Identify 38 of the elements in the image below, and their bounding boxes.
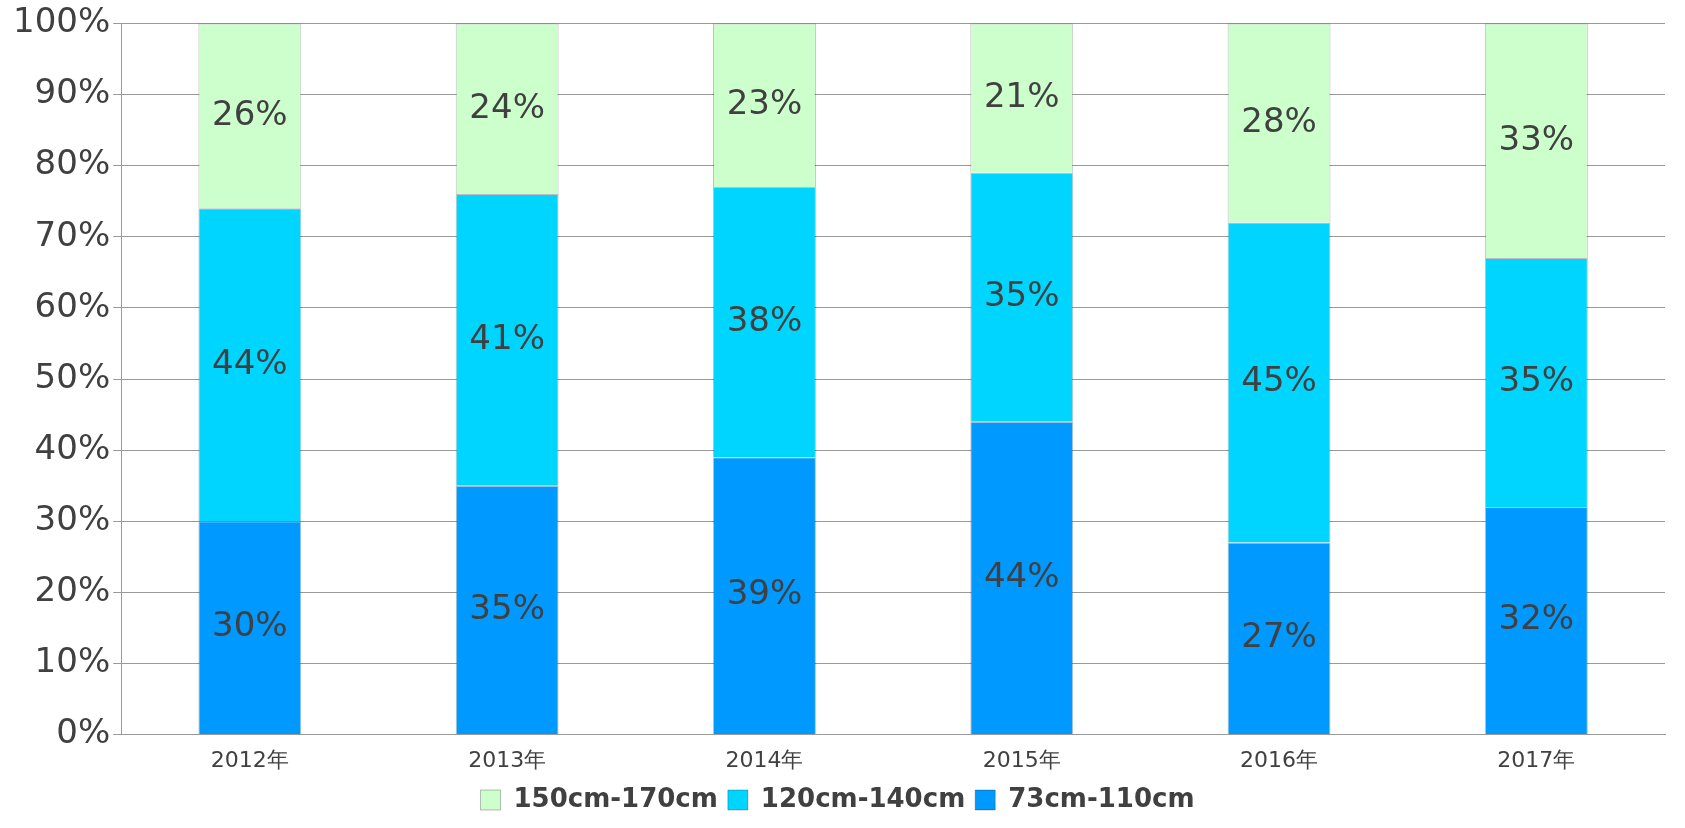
x-tick-label: 2015年 xyxy=(982,746,1061,772)
data-label: 35% xyxy=(1498,359,1575,400)
data-label: 35% xyxy=(983,274,1060,315)
data-label: 24% xyxy=(469,85,545,126)
y-tick-label: 40% xyxy=(34,426,111,467)
x-tick-label: 2014年 xyxy=(725,746,804,772)
y-tick-label: 100% xyxy=(13,0,111,41)
data-label: 38% xyxy=(726,298,803,339)
data-label: 27% xyxy=(1241,615,1317,656)
y-tick-label: 10% xyxy=(34,640,111,681)
y-tick-label: 30% xyxy=(34,498,111,539)
data-label: 28% xyxy=(1241,99,1317,140)
data-label: 33% xyxy=(1498,117,1575,158)
data-label: 26% xyxy=(212,92,288,133)
data-label: 23% xyxy=(726,82,803,123)
data-label: 30% xyxy=(212,604,288,645)
y-tick-label: 0% xyxy=(56,711,111,752)
x-tick-label: 2017年 xyxy=(1497,746,1576,772)
legend-label: 73cm-110cm xyxy=(1008,782,1195,813)
y-tick-label: 20% xyxy=(34,569,111,610)
y-tick-label: 70% xyxy=(34,213,111,254)
data-label: 44% xyxy=(212,341,288,382)
data-label: 21% xyxy=(983,74,1060,115)
x-tick-label: 2013年 xyxy=(468,746,547,772)
data-label: 44% xyxy=(983,554,1060,595)
y-tick-label: 90% xyxy=(34,71,111,112)
legend-label: 120cm-140cm xyxy=(760,782,966,813)
y-tick-label: 60% xyxy=(34,284,111,325)
data-label: 45% xyxy=(1241,359,1317,400)
x-tick-label: 2016年 xyxy=(1240,746,1319,772)
y-tick-label: 50% xyxy=(34,355,111,396)
data-label: 39% xyxy=(726,572,803,613)
data-label: 41% xyxy=(469,316,545,357)
data-label: 35% xyxy=(469,586,545,627)
y-tick-label: 80% xyxy=(34,142,111,183)
x-tick-label: 2012年 xyxy=(210,746,289,772)
data-label: 32% xyxy=(1498,597,1575,638)
legend-label: 150cm-170cm xyxy=(513,782,718,813)
